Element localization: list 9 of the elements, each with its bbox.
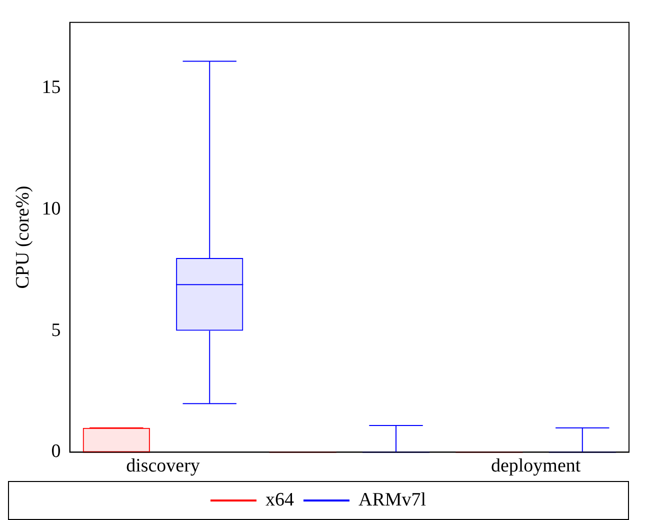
y-tick-label: 0	[51, 441, 61, 462]
x-tick-label: discovery	[126, 456, 200, 477]
legend-label: x64	[265, 489, 294, 510]
y-tick-label: 5	[51, 320, 61, 341]
y-axis-title: CPU (core%)	[12, 186, 34, 289]
x-tick-label: deployment	[490, 456, 582, 477]
y-tick-label: 10	[42, 198, 61, 220]
y-tick-label: 15	[42, 76, 61, 98]
legend-label: ARMv7l	[358, 489, 426, 510]
